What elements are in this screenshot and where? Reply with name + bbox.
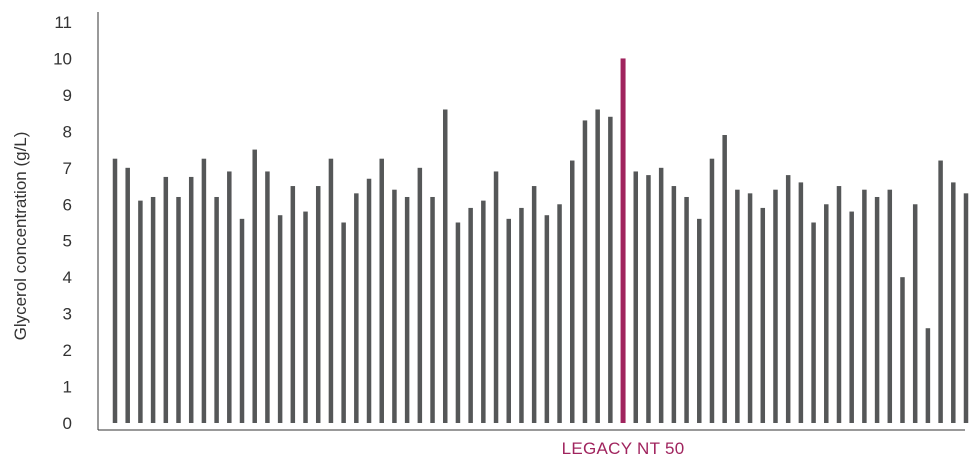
bar [658, 167, 664, 423]
bar [633, 171, 639, 423]
bar [760, 207, 766, 423]
bar [366, 178, 372, 423]
y-axis-title: Glycerol concentration (g/L) [11, 132, 30, 341]
bar [785, 175, 791, 423]
y-tick-label: 2 [63, 341, 72, 360]
y-tick-label: 3 [63, 305, 72, 324]
bar [824, 204, 829, 423]
bar [887, 189, 893, 423]
bar [697, 218, 702, 423]
y-tick-label: 0 [63, 414, 72, 433]
bar [735, 189, 740, 423]
bar [671, 186, 677, 423]
bar [252, 149, 257, 423]
y-tick-label: 8 [63, 122, 72, 141]
highlight-label: LEGACY NT 50 [562, 439, 685, 458]
bar [722, 135, 727, 423]
bars [112, 58, 969, 424]
y-tick-label: 4 [63, 268, 72, 287]
bar [938, 160, 943, 423]
bar [773, 189, 778, 423]
bar [874, 196, 880, 423]
bar [417, 167, 423, 423]
bar [798, 182, 804, 423]
y-tick-label: 11 [54, 13, 72, 32]
bar [265, 171, 270, 423]
y-axis-ticks: 0 1 2 3 4 5 6 7 8 9 10 11 [53, 13, 72, 433]
bar [315, 186, 321, 423]
y-tick-label: 5 [63, 232, 72, 251]
bar [379, 158, 384, 423]
bar [328, 158, 334, 423]
bar [836, 186, 842, 423]
bar [531, 186, 537, 423]
y-tick-label: 1 [63, 378, 72, 397]
bar [862, 189, 867, 423]
bar [430, 196, 435, 423]
bar [354, 193, 359, 423]
bar [455, 222, 461, 423]
y-tick-label: 9 [63, 86, 72, 105]
bar [582, 120, 588, 424]
bar [608, 116, 613, 423]
bar [290, 186, 296, 423]
bar [176, 196, 181, 423]
bar [404, 196, 410, 423]
bar [125, 167, 130, 423]
bar [112, 158, 118, 423]
bar [646, 175, 651, 423]
bar [506, 218, 511, 423]
bar [925, 328, 931, 423]
bar [188, 176, 194, 423]
bar [811, 222, 816, 423]
bar [277, 215, 283, 423]
bar [392, 189, 397, 423]
bar [481, 200, 486, 423]
bar [239, 218, 245, 423]
bar [709, 158, 715, 423]
bar [214, 196, 219, 423]
y-tick-label: 7 [63, 159, 72, 178]
bar [544, 215, 550, 423]
bar [595, 109, 600, 424]
bar [303, 211, 308, 423]
bar [747, 193, 753, 423]
bar [684, 196, 689, 423]
y-tick-label: 6 [63, 195, 72, 214]
bar [557, 204, 562, 423]
bar [493, 171, 499, 423]
bar [963, 193, 969, 423]
bar [519, 207, 524, 423]
bar [163, 176, 169, 423]
bar [227, 171, 232, 423]
bar [951, 182, 956, 423]
bar [912, 204, 918, 423]
bar [201, 158, 207, 423]
bar [570, 160, 575, 423]
bar [150, 196, 156, 423]
highlight-bar [620, 58, 626, 423]
bar [138, 200, 143, 423]
bar [341, 222, 346, 423]
y-tick-label: 10 [53, 49, 72, 68]
bar [442, 109, 448, 424]
bar [900, 277, 905, 423]
bar [468, 207, 473, 423]
bar [849, 211, 854, 423]
